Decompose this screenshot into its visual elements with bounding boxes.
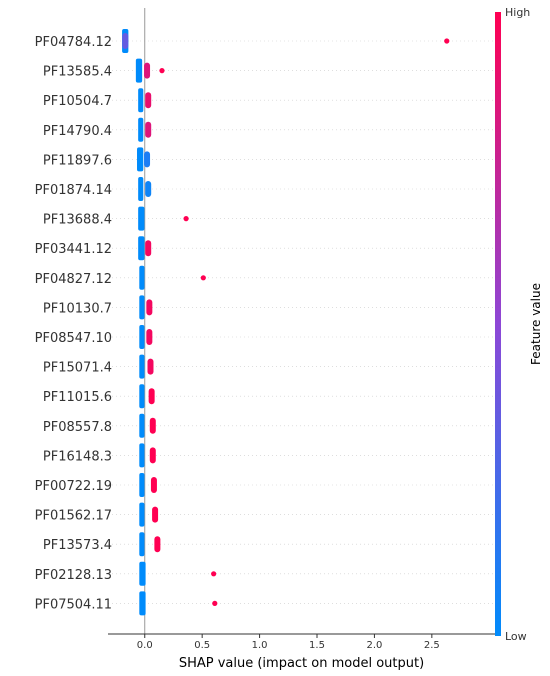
feature-label: PF13585.4 [43,65,112,80]
x-axis-ticks: 0.0 0.5 1.0 1.5 2.0 2.5 [137,634,440,651]
low-value-cluster [139,295,145,320]
feature-label: PF02128.13 [35,568,112,583]
shap-point [152,506,159,523]
shap-point [159,68,165,74]
x-tick-label: 0.0 [137,640,153,651]
low-value-cluster [139,265,145,290]
feature-labels: PF04784.12 PF13585.4 PF10504.7 PF14790.4 PF1… [35,35,112,612]
shap-point [212,600,218,607]
feature-label: PF11015.6 [43,390,112,405]
feature-label: PF16148.3 [43,449,112,464]
colorbar-title: Feature value [529,283,543,365]
shap-point [147,358,154,375]
low-value-cluster [135,58,143,83]
feature-label: PF15071.4 [43,361,112,376]
shap-point [122,33,129,49]
low-value-cluster [138,236,145,261]
low-value-cluster [139,532,145,557]
shap-point [154,536,161,553]
x-axis-title: SHAP value (impact on model output) [179,656,424,671]
colorbar [495,12,501,636]
shap-point [145,92,152,109]
feature-label: PF03441.12 [35,242,112,257]
shap-point [145,121,152,138]
x-tick-label: 1.0 [252,640,268,651]
feature-label: PF14790.4 [43,124,112,139]
low-value-cluster [139,413,145,438]
feature-label: PF08557.8 [43,420,112,435]
shap-point [150,477,157,493]
shap-point [144,62,151,79]
shap-points [122,29,450,616]
shap-point [145,181,152,197]
shap-point [148,388,155,405]
feature-label: PF13688.4 [43,213,112,228]
feature-label: PF11897.6 [43,153,112,168]
shap-point [444,38,450,44]
shap-point [200,275,206,281]
low-value-cluster [139,384,145,409]
feature-label: PF08547.10 [35,331,112,346]
feature-label: PF01562.17 [35,509,112,524]
feature-label: PF04784.12 [35,35,112,50]
low-value-cluster [138,177,144,201]
shap-point [144,151,151,168]
feature-label: PF10504.7 [43,94,112,109]
low-value-cluster [137,147,144,172]
feature-label: PF10130.7 [43,301,112,316]
colorbar-low-label: Low [505,630,527,643]
low-value-cluster [139,325,145,349]
shap-point [149,417,156,434]
feature-label: PF04827.12 [35,272,112,287]
x-tick-label: 2.0 [366,640,382,651]
x-tick-label: 0.5 [194,640,210,651]
low-value-cluster [138,88,144,113]
shap-point [149,447,156,464]
feature-label: PF07504.11 [35,597,112,612]
feature-label: PF00722.19 [35,479,112,494]
shap-point [183,216,189,222]
low-value-cluster [139,591,146,616]
low-value-cluster [139,561,146,586]
low-value-cluster [138,206,145,231]
shap-point [146,329,153,345]
x-tick-label: 1.5 [309,640,325,651]
low-value-cluster [139,502,145,527]
low-value-cluster [139,354,145,379]
x-tick-label: 2.5 [424,640,440,651]
feature-label: PF13573.4 [43,538,112,553]
shap-point [145,240,152,257]
shap-point [146,299,153,316]
low-value-cluster [138,117,144,142]
low-value-cluster [139,443,145,468]
feature-label: PF01874.14 [35,183,112,198]
row-guides [108,40,495,604]
low-value-cluster [139,473,145,497]
shap-point [211,571,217,577]
colorbar-high-label: High [505,6,530,19]
